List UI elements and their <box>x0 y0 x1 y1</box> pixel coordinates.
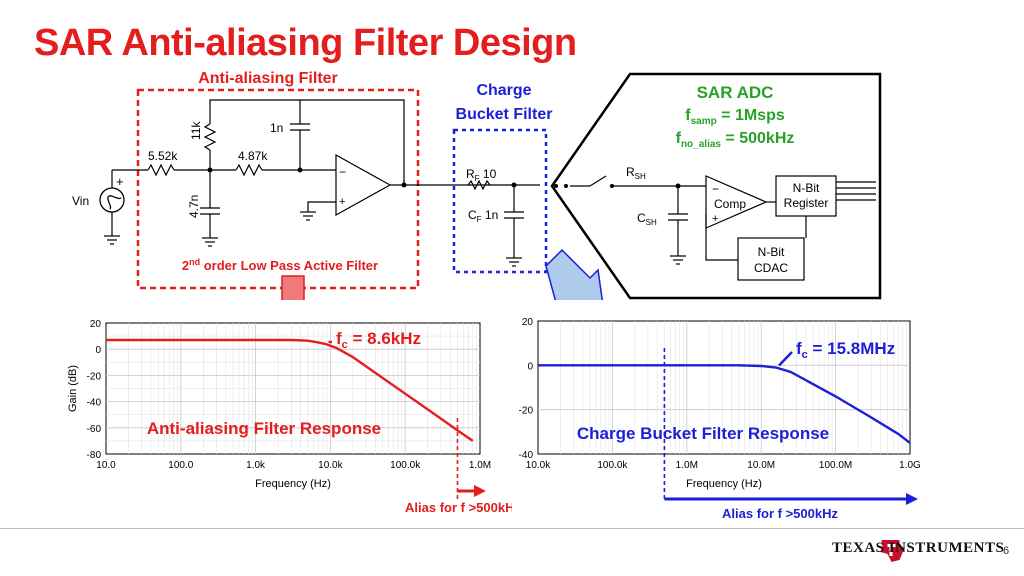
x-axis-label: Frequency (Hz) <box>255 478 331 490</box>
cf-label: CF 1n <box>468 208 498 224</box>
opamp-plus: + <box>339 196 345 208</box>
x-tick-label: 10.0k <box>318 460 343 471</box>
footer-rule <box>0 528 1024 529</box>
aaf-circuit <box>112 99 540 267</box>
cdac-line1: N-Bit <box>758 245 785 259</box>
y-tick-label: -80 <box>87 450 102 461</box>
aaf-box <box>136 88 420 290</box>
alias-label: Alias for f >500kHz <box>405 500 512 515</box>
cbf-title-line1: Charge <box>476 82 531 99</box>
y-tick-label: -20 <box>519 406 534 417</box>
rf-label: RF 10 <box>466 167 497 183</box>
aaf-title: Anti-aliasing Filter <box>198 70 338 87</box>
y-tick-label: 0 <box>95 345 101 356</box>
x-tick-label: 10.0 <box>96 460 116 471</box>
blue-arrow-shape <box>545 248 604 300</box>
x-tick-label: 1.0G <box>899 460 921 471</box>
x-tick-label: 1.0M <box>676 460 698 471</box>
register-line1: N-Bit <box>793 181 820 195</box>
aaf-response-chart: 10.0 100.0 1.0k 10.0k 100.0k 1.0M 20 0 -20 -40 -60… <box>67 319 512 515</box>
page-number: 6 <box>1003 545 1010 557</box>
aaf-caption: 2nd order Low Pass Active Filter <box>182 257 378 273</box>
x-tick-label: 100.0 <box>168 460 193 471</box>
y-tick-label: -60 <box>87 424 102 435</box>
r2-label: 11k <box>189 121 203 140</box>
x-tick-label: 10.0k <box>526 460 551 471</box>
fc-pointer <box>778 351 793 367</box>
adc-fsamp: fsamp = 1Msps <box>685 107 785 127</box>
x-tick-label: 1.0M <box>469 460 491 471</box>
vin-label: Vin <box>72 194 89 208</box>
x-tick-label: 100.0k <box>390 460 421 471</box>
ti-logo-text: TEXAS INSTRUMENTS <box>832 540 1005 556</box>
comp-minus: − <box>712 182 719 196</box>
r1-label: 5.52k <box>148 149 178 163</box>
adc-title: SAR ADC <box>697 83 774 102</box>
c-ground-label: 4.7n <box>187 195 201 218</box>
plot-frame <box>537 320 911 455</box>
y-tick-label: 20 <box>90 319 102 330</box>
y-tick-label: -40 <box>87 398 102 409</box>
rsh-label: RSH <box>626 165 646 181</box>
fc-label: fc = 15.8MHz <box>796 339 895 361</box>
fc-label: fc = 8.6kHz <box>336 329 421 351</box>
alias-arrow-head <box>474 485 486 497</box>
y-tick-label: -20 <box>87 371 102 382</box>
slide-title: SAR Anti-aliasing Filter Design <box>34 22 577 64</box>
series-line <box>538 364 911 444</box>
vin-plus: + <box>116 174 124 189</box>
y-tick-label: -40 <box>519 450 534 461</box>
alias-arrow-head <box>906 493 918 505</box>
comp-plus: + <box>712 213 718 225</box>
comp-label: Comp <box>714 197 746 211</box>
series-line <box>106 338 474 442</box>
adc-falias: fno_alias = 500kHz <box>676 130 795 150</box>
red-arrow-shape <box>281 275 305 300</box>
opamp-minus: − <box>339 165 346 179</box>
y-axis-label: Gain (dB) <box>67 365 79 412</box>
y-tick-label: 0 <box>527 361 533 372</box>
y-tick-label: 20 <box>522 317 534 328</box>
chart-title: Anti-aliasing Filter Response <box>147 419 381 438</box>
x-tick-label: 10.0M <box>747 460 775 471</box>
chart-title: Charge Bucket Filter Response <box>577 424 829 443</box>
x-axis-label: Frequency (Hz) <box>686 478 762 490</box>
cbf-title-line2: Bucket Filter <box>456 106 553 123</box>
schematic: Anti-aliasing Filter 2nd order Low Pass … <box>72 70 882 300</box>
x-tick-label: 1.0k <box>246 460 266 471</box>
x-tick-label: 100.0k <box>597 460 628 471</box>
ti-logo-icon <box>880 540 905 562</box>
adc-circuit <box>570 175 876 281</box>
cbf-box <box>452 128 548 274</box>
x-tick-label: 100.0M <box>819 460 852 471</box>
register-line2: Register <box>784 196 829 210</box>
vin-source: + Vin <box>72 170 125 245</box>
c-feedback-label: 1n <box>270 121 283 135</box>
cdac-line2: CDAC <box>754 261 788 275</box>
csh-label: CSH <box>637 211 657 227</box>
alias-label: Alias for f >500kHz <box>722 506 838 521</box>
r3-label: 4.87k <box>238 149 268 163</box>
cbf-response-chart: 10.0k 100.0k 1.0M 10.0M 100.0M 1.0G 20 0 -20 -40 F… <box>519 317 922 521</box>
adc-block <box>550 72 882 300</box>
